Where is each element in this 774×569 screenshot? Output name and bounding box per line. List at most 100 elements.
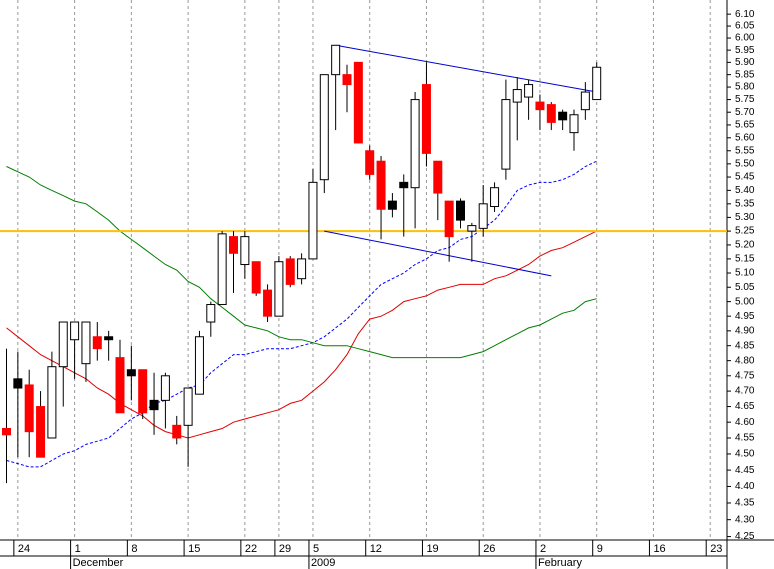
candle-body: [580, 91, 590, 111]
moving-average-line: [6, 230, 597, 439]
candle-body: [444, 200, 454, 238]
y-tick-label: 5.75: [735, 94, 755, 105]
candle-body: [524, 84, 534, 98]
y-tick-label: 6.05: [735, 21, 755, 32]
x-tick-label: 2: [540, 543, 546, 555]
y-tick-label: 5.65: [735, 120, 755, 131]
candle-body: [115, 357, 125, 414]
candle-body: [58, 321, 68, 368]
y-tick-label: 5.10: [735, 268, 755, 279]
y-tick-label: 4.45: [735, 465, 755, 476]
y-tick-label: 6.10: [735, 9, 755, 20]
y-tick-label: 5.25: [735, 226, 755, 237]
x-tick-label: 26: [483, 543, 495, 555]
y-tick-label: 6.00: [735, 33, 755, 44]
y-tick-label: 4.70: [735, 386, 755, 397]
x-tick-label: 29: [279, 543, 291, 555]
candle-body: [308, 181, 318, 260]
candle-body: [467, 225, 477, 232]
y-tick-label: 5.40: [735, 185, 755, 196]
y-tick-label: 4.95: [735, 311, 755, 322]
y-tick-label: 5.70: [735, 107, 755, 118]
candle-body: [546, 104, 556, 123]
candle-body: [331, 44, 341, 76]
candle-body: [376, 160, 386, 210]
y-tick-label: 5.80: [735, 82, 755, 93]
y-tick-label: 4.85: [735, 340, 755, 351]
moving-average-line: [6, 160, 597, 468]
y-tick-label: 4.65: [735, 401, 755, 412]
x-tick-label: 24: [18, 543, 30, 555]
candle-body: [47, 366, 57, 439]
candle-body: [319, 74, 329, 181]
x-tick-label: 5: [313, 543, 319, 555]
y-tick-label: 5.20: [735, 240, 755, 251]
candle-body: [149, 399, 159, 411]
x-group-label: 2009: [311, 557, 335, 569]
y-tick-label: 5.30: [735, 212, 755, 223]
candle-body: [81, 321, 91, 365]
candle-body: [421, 84, 431, 154]
candle-body: [456, 200, 465, 221]
y-tick-label: 4.55: [735, 433, 755, 444]
y-tick-label: 5.95: [735, 45, 755, 56]
x-group-label: February: [538, 557, 583, 569]
y-tick-label: 5.50: [735, 158, 755, 169]
candle-body: [183, 387, 193, 426]
candle-body: [592, 66, 602, 101]
y-tick-label: 5.60: [735, 132, 755, 143]
candle-body: [24, 384, 34, 433]
y-tick-label: 4.50: [735, 449, 755, 460]
candle-body: [399, 181, 409, 189]
y-tick-label: 5.85: [735, 69, 755, 80]
candle-body: [251, 261, 261, 294]
candle-body: [342, 74, 352, 86]
y-tick-label: 4.25: [735, 531, 755, 542]
candle-body: [387, 200, 397, 210]
x-tick-label: 9: [597, 543, 603, 555]
x-tick-label: 16: [653, 543, 665, 555]
x-tick-label: 22: [245, 543, 257, 555]
candle-body: [172, 424, 182, 439]
candle-body: [297, 258, 307, 280]
x-tick-label: 23: [710, 543, 722, 555]
candle-body: [569, 114, 579, 134]
candle-body: [501, 99, 511, 170]
candle-body: [229, 236, 238, 254]
x-tick-label: 1: [75, 543, 81, 555]
x-tick-label: 15: [188, 543, 200, 555]
x-tick-label: 12: [370, 543, 382, 555]
y-tick-label: 4.35: [735, 498, 755, 509]
candle-body: [285, 258, 295, 285]
trendline: [324, 230, 552, 277]
candle-body: [13, 378, 23, 389]
y-tick-label: 4.75: [735, 370, 755, 381]
candle-body: [104, 336, 114, 341]
candle-body: [36, 406, 46, 458]
candle-body: [263, 289, 273, 317]
y-tick-label: 5.15: [735, 254, 755, 265]
x-tick-label: 8: [131, 543, 137, 555]
candle-body: [512, 89, 522, 103]
x-tick-label: 19: [426, 543, 438, 555]
candle-body: [2, 427, 11, 436]
candle-body: [126, 369, 136, 377]
y-tick-label: 5.05: [735, 282, 755, 293]
y-tick-label: 5.45: [735, 172, 755, 183]
candle-body: [217, 233, 227, 306]
x-group-label: December: [73, 557, 124, 569]
y-tick-label: 5.35: [735, 198, 755, 209]
candle-body: [206, 304, 216, 323]
candle-body: [433, 160, 443, 194]
candle-body: [535, 101, 545, 111]
y-tick-label: 5.00: [735, 296, 755, 307]
candle-body: [194, 336, 204, 395]
trendline: [335, 44, 597, 93]
candle-body: [70, 321, 80, 341]
y-tick-label: 4.30: [735, 514, 755, 525]
candle-body: [353, 61, 363, 144]
moving-average-line: [6, 166, 597, 359]
